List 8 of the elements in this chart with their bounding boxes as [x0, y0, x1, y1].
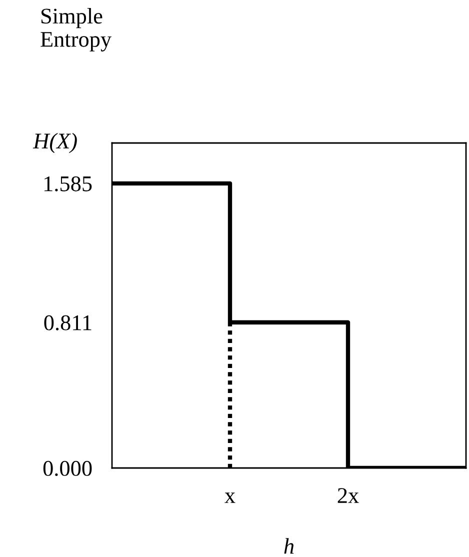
chart-title: Simple Entropy: [40, 8, 112, 52]
y-tick-label: 0.811: [44, 315, 92, 330]
y-tick-label: 0.000: [43, 460, 92, 476]
y-axis-title: H(X): [32, 132, 77, 154]
y-tick-label: 1.585: [44, 176, 92, 192]
x-tick-label: x: [224, 492, 236, 503]
x-axis-title: h: [284, 538, 294, 554]
x-tick-label: 2x: [338, 488, 359, 503]
